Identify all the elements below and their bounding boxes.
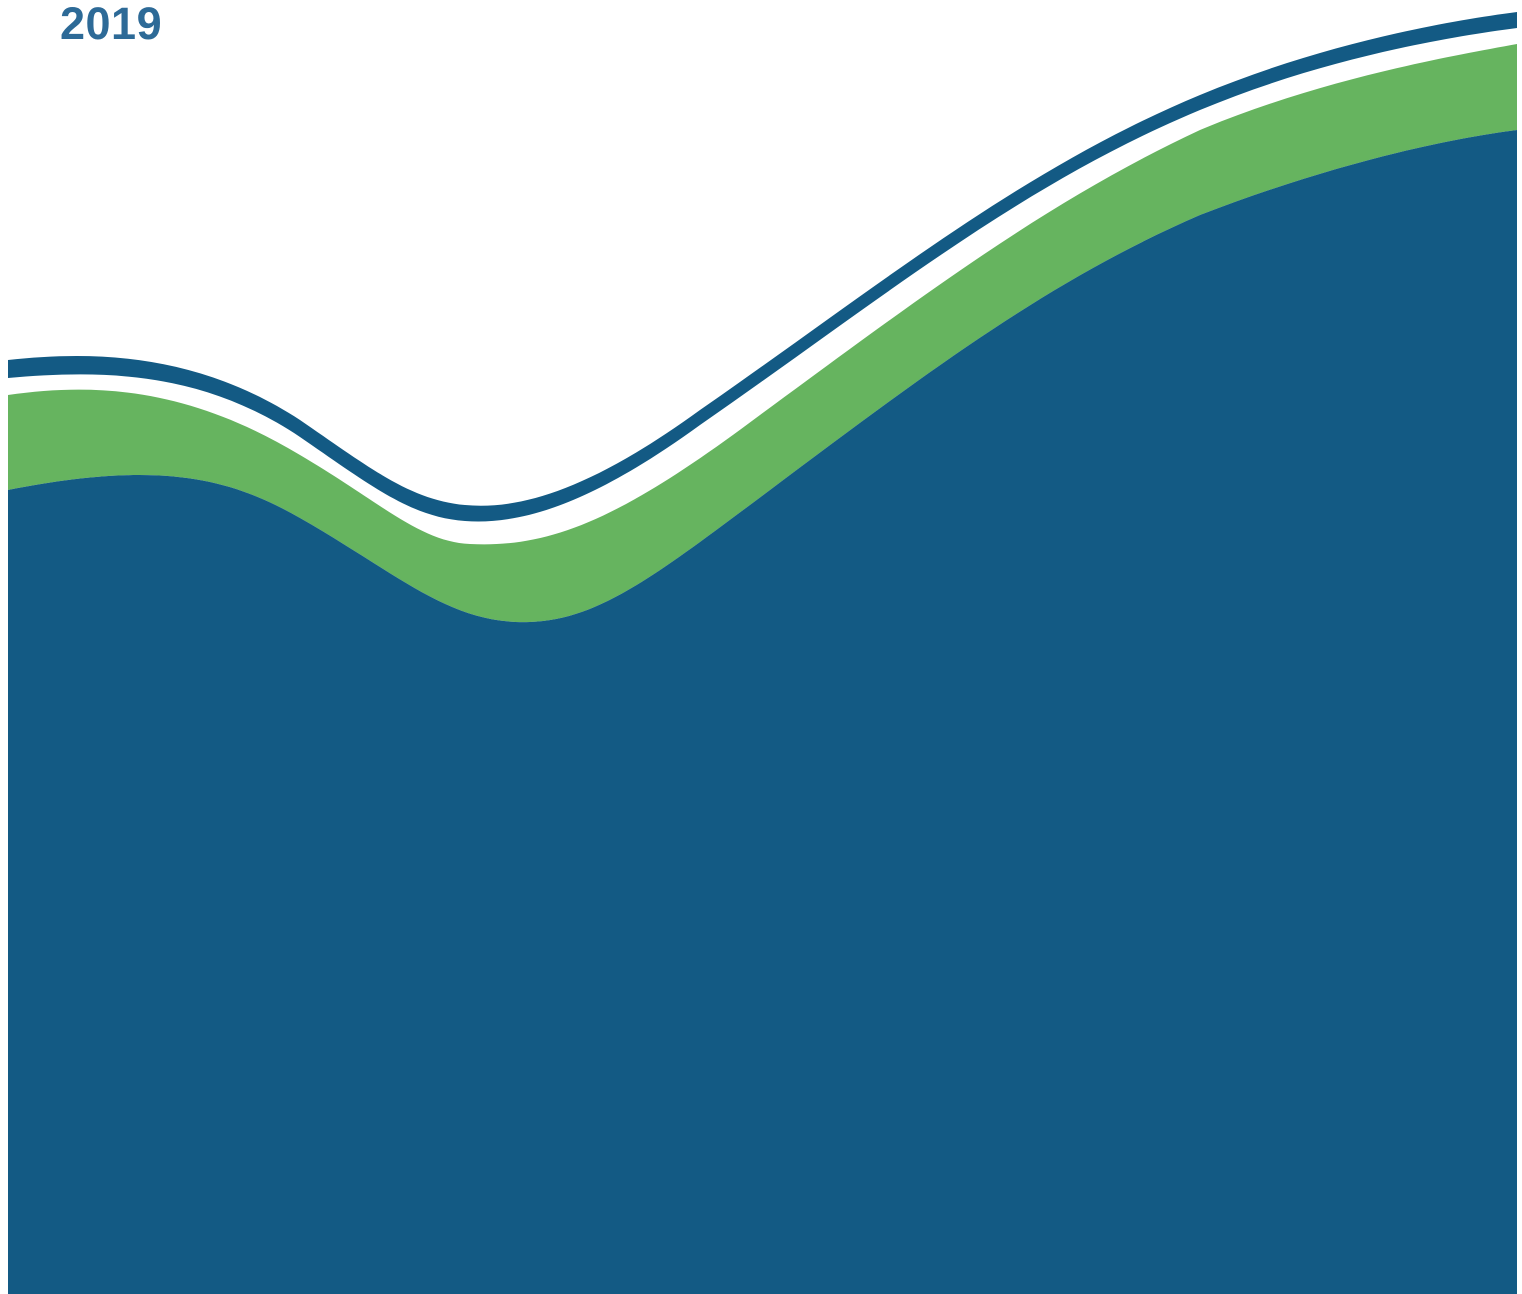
wave-green-band [8,44,1517,623]
cover-year: 2019 [60,0,163,49]
wave-navy-body [8,130,1517,1294]
